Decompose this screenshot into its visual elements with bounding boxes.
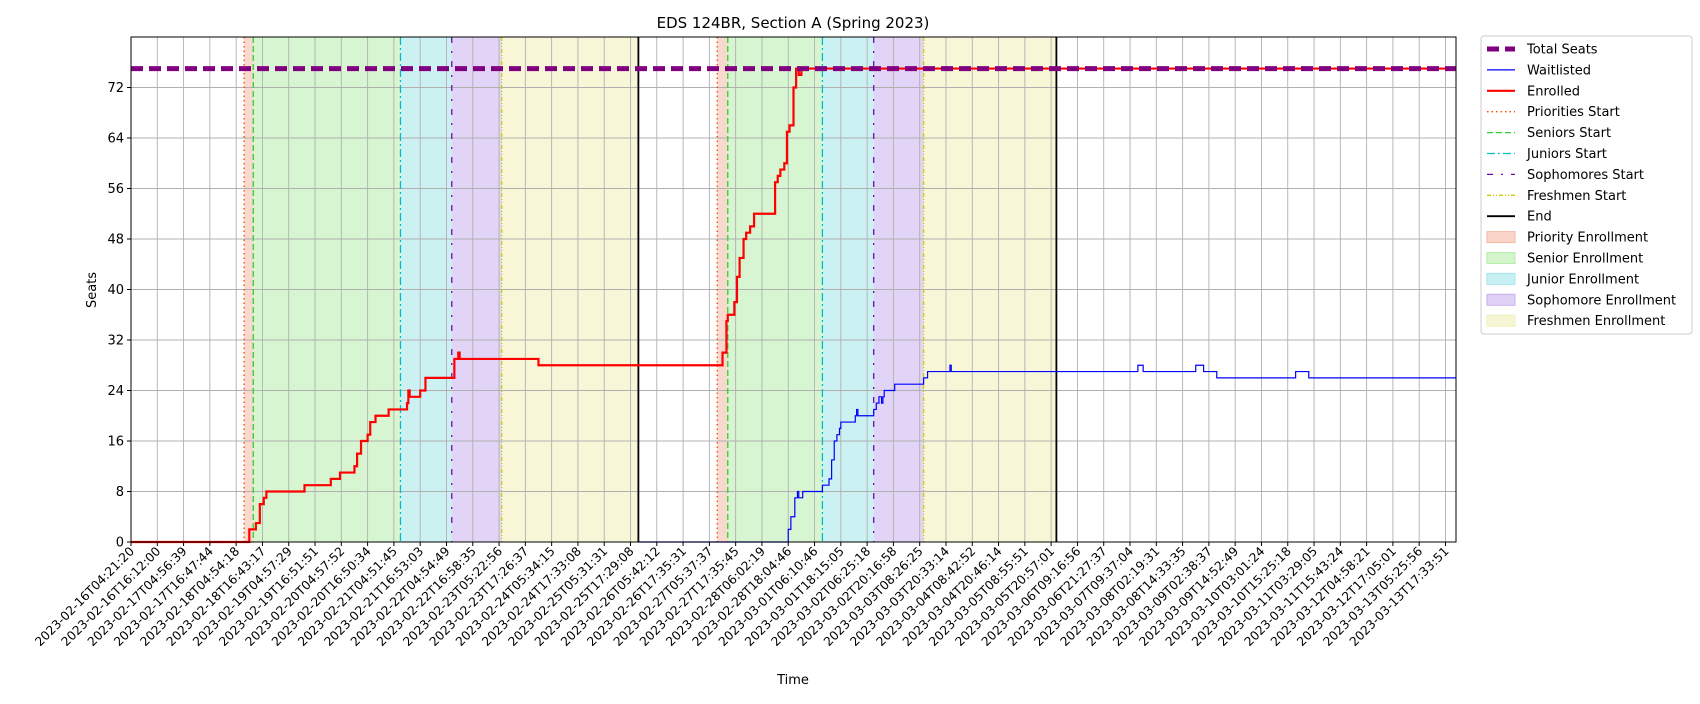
legend-label: Senior Enrollment (1527, 252, 1643, 267)
legend-frame (1480, 35, 1693, 335)
legend: Total Seats Waitlisted Enrolled Priorities … (1480, 35, 1693, 335)
period-lines (243, 37, 1058, 542)
legend-label: Sophomores Start (1527, 168, 1644, 183)
y-axis-ticks: 0 8 16 24 32 40 48 56 64 72 (107, 81, 131, 551)
legend-label: End (1527, 210, 1552, 225)
legend-label: Freshmen Start (1527, 189, 1626, 204)
legend-label: Junior Enrollment (1526, 272, 1639, 287)
y-tick-label: 24 (107, 384, 124, 399)
legend-label: Sophomore Enrollment (1527, 293, 1676, 308)
x-axis-label: Time (776, 673, 809, 688)
y-tick-label: 0 (116, 536, 124, 551)
series-lines (131, 66, 1456, 544)
y-axis-label: Seats (85, 272, 100, 308)
legend-swatch (1486, 293, 1516, 306)
legend-label: Enrolled (1527, 84, 1580, 99)
legend-label: Juniors Start (1526, 147, 1607, 162)
y-tick-label: 56 (107, 182, 124, 197)
chart-title: EDS 124BR, Section A (Spring 2023) (657, 14, 930, 32)
y-tick-label: 8 (116, 485, 124, 500)
y-tick-label: 40 (107, 283, 124, 298)
grid-lines (130, 37, 1456, 543)
legend-label: Total Seats (1526, 43, 1598, 58)
legend-swatch (1486, 231, 1516, 244)
legend-label: Priority Enrollment (1527, 231, 1648, 246)
y-tick-label: 16 (107, 435, 124, 450)
series-enrolled (131, 67, 1456, 544)
legend-label: Freshmen Enrollment (1527, 314, 1665, 329)
legend-label: Priorities Start (1527, 105, 1620, 120)
y-tick-label: 72 (107, 81, 124, 96)
legend-label: Seniors Start (1527, 126, 1611, 141)
y-tick-label: 48 (107, 233, 124, 248)
legend-swatch (1486, 314, 1516, 327)
y-tick-label: 32 (107, 334, 124, 349)
x-axis-ticks: 2023-02-16T04:21:202023-02-16T16:12:0020… (32, 542, 1452, 649)
series-waitlisted (638, 364, 1456, 543)
legend-swatch (1486, 272, 1516, 285)
legend-label: Waitlisted (1527, 63, 1591, 78)
legend-swatch (1486, 252, 1516, 264)
y-tick-label: 64 (107, 132, 124, 147)
